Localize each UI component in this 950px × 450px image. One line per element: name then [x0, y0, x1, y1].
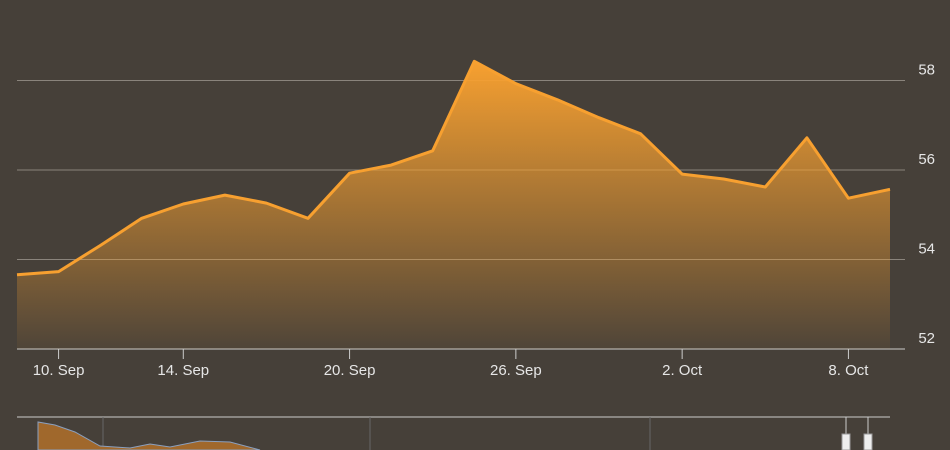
y-tick-label: 56: [918, 151, 935, 168]
x-tick-label: 26. Sep: [490, 362, 542, 379]
y-tick-label: 54: [918, 240, 935, 257]
navigator-handle[interactable]: [863, 433, 873, 450]
y-tick-label: 52: [918, 330, 935, 347]
x-tick-label: 20. Sep: [324, 362, 376, 379]
x-tick-label: 14. Sep: [157, 362, 209, 379]
series-line: [16, 59, 891, 277]
area-fill: [17, 61, 890, 350]
navigator-handle[interactable]: [841, 433, 851, 450]
x-tick-label: 10. Sep: [33, 362, 85, 379]
x-tick-label: 8. Oct: [828, 362, 869, 379]
navigator-series: [37, 421, 261, 450]
x-tick-label: 2. Oct: [662, 362, 703, 379]
navigator[interactable]: [17, 416, 890, 450]
y-tick-label: 58: [918, 62, 935, 79]
